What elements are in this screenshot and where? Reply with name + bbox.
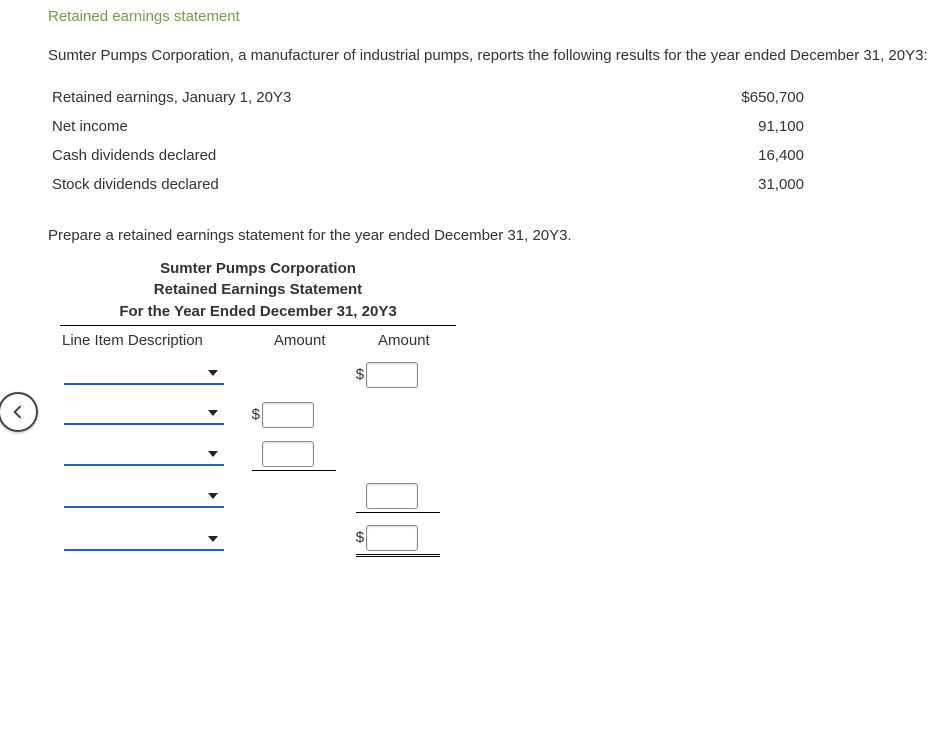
intro-text: Sumter Pumps Corporation, a manufacturer…	[48, 43, 952, 69]
col-header-amount1: Amount	[248, 326, 352, 355]
given-label: Stock dividends declared	[48, 170, 688, 199]
line-item-dropdown[interactable]	[64, 401, 224, 425]
statement-title: Retained Earnings Statement	[60, 279, 456, 301]
amount-input[interactable]	[262, 402, 314, 428]
line-item-dropdown[interactable]	[64, 361, 224, 385]
section-title: Retained earnings statement	[48, 8, 952, 25]
statement-row: $	[60, 477, 456, 519]
statement-row: $	[60, 435, 456, 477]
given-label: Retained earnings, January 1, 20Y3	[48, 83, 688, 112]
col-header-description: Line Item Description	[60, 326, 248, 355]
table-row: Net income91,100	[48, 112, 808, 141]
given-data-table: Retained earnings, January 1, 20Y3$650,7…	[48, 83, 808, 199]
statement-row: $	[60, 395, 456, 435]
col-header-amount2: Amount	[352, 326, 456, 355]
table-row: Cash dividends declared16,400	[48, 141, 808, 170]
instruction-text: Prepare a retained earnings statement fo…	[48, 227, 952, 244]
statement-row: $	[60, 355, 456, 395]
given-value: 31,000	[688, 170, 808, 199]
statement-period: For the Year Ended December 31, 20Y3	[60, 301, 456, 326]
statement-row: $	[60, 519, 456, 563]
dollar-sign: $	[356, 529, 364, 546]
amount-input[interactable]	[366, 362, 418, 388]
given-label: Net income	[48, 112, 688, 141]
amount-input[interactable]	[262, 441, 314, 467]
table-row: Stock dividends declared31,000	[48, 170, 808, 199]
statement-header: Sumter Pumps Corporation Retained Earnin…	[60, 258, 456, 326]
line-item-dropdown[interactable]	[64, 442, 224, 466]
statement-company: Sumter Pumps Corporation	[60, 258, 456, 280]
line-item-dropdown[interactable]	[64, 484, 224, 508]
table-row: Retained earnings, January 1, 20Y3$650,7…	[48, 83, 808, 112]
given-value: $650,700	[688, 83, 808, 112]
question-body: Retained earnings statement Sumter Pumps…	[0, 0, 952, 563]
dollar-sign: $	[356, 366, 364, 383]
amount-input[interactable]	[366, 483, 418, 509]
amount-input[interactable]	[366, 525, 418, 551]
given-label: Cash dividends declared	[48, 141, 688, 170]
given-value: 91,100	[688, 112, 808, 141]
given-value: 16,400	[688, 141, 808, 170]
statement-worksheet: Sumter Pumps Corporation Retained Earnin…	[60, 258, 952, 563]
line-item-dropdown[interactable]	[64, 527, 224, 551]
chevron-left-icon	[10, 404, 26, 420]
dollar-sign: $	[252, 406, 260, 423]
statement-table: Line Item Description Amount Amount $	[60, 326, 456, 563]
